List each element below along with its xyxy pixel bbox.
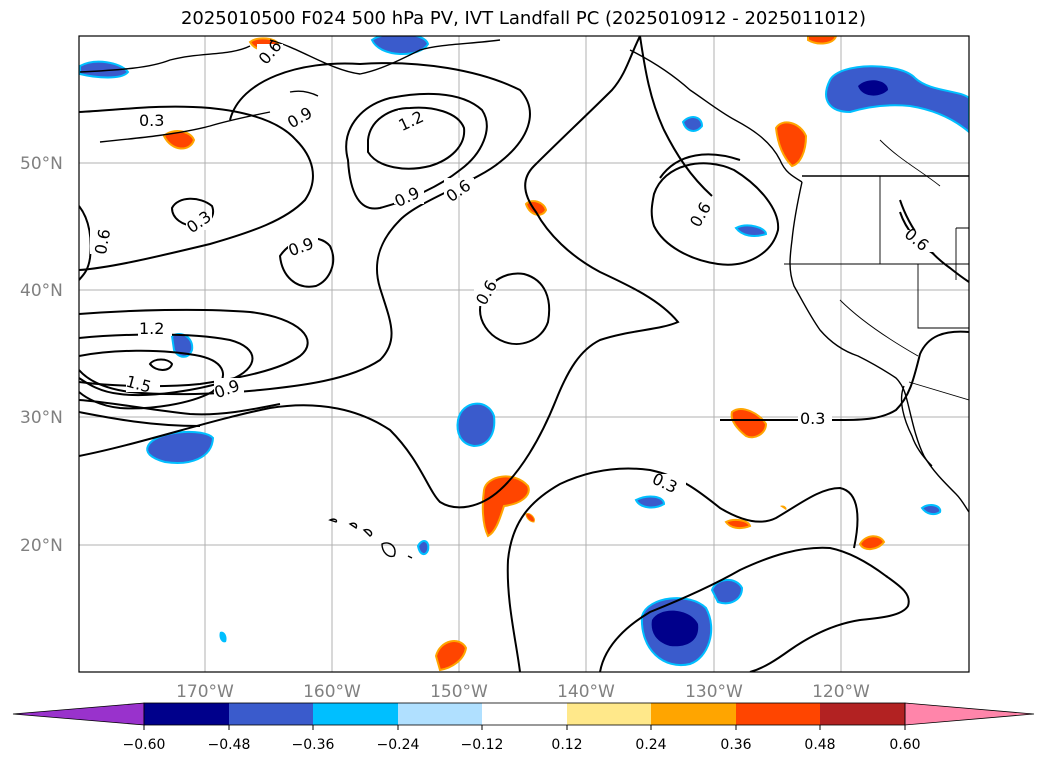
lat-label: 30°N [20, 408, 63, 428]
contour-label: 0.3 [800, 409, 825, 428]
colorbar-segment [567, 703, 651, 725]
lon-label: 170°W [176, 682, 234, 702]
positive-anomaly-blob [434, 640, 468, 672]
map-title: 2025010500 F024 500 hPa PV, IVT Landfall… [180, 8, 867, 29]
negative-anomaly-blob [920, 504, 942, 516]
colorbar-tick-label: −0.60 [123, 737, 166, 753]
positive-anomaly-blob [525, 513, 535, 523]
negative-anomaly-blob [219, 631, 227, 643]
colorbar-segment [820, 703, 905, 725]
colorbar-segment [144, 703, 229, 725]
negative-anomaly-core [651, 610, 699, 647]
hawaiian-islands [328, 518, 413, 559]
lon-label: 160°W [303, 682, 361, 702]
pv-anomaly-fills [79, 36, 969, 672]
colorbar-segment [398, 703, 482, 725]
positive-anomaly-blob [780, 505, 787, 510]
negative-anomaly-blob [681, 116, 704, 132]
colorbar-segment [482, 703, 567, 725]
colorbar-segment [736, 703, 820, 725]
lon-label: 140°W [557, 682, 615, 702]
positive-anomaly-blob [162, 130, 196, 150]
negative-anomaly-blob [825, 65, 969, 134]
negative-anomaly-blob [416, 540, 430, 556]
negative-anomaly-blob [734, 224, 768, 237]
colorbar-tick-label: 0.24 [635, 737, 666, 753]
colorbar-segment [229, 703, 313, 725]
positive-anomaly-blob [481, 475, 530, 538]
colorbar-tick-label: 0.36 [720, 737, 751, 753]
colorbar-tick-label: −0.24 [377, 737, 420, 753]
contour-label: 0.6 [91, 228, 114, 256]
colorbar-tick-label: 0.12 [551, 737, 582, 753]
colorbar-tick-label: 0.60 [889, 737, 920, 753]
colorbar-tick-label: −0.36 [292, 737, 335, 753]
colorbar-tick-label: −0.12 [461, 737, 504, 753]
lon-label: 120°W [812, 682, 870, 702]
colorbar-extend-left [12, 702, 145, 726]
negative-anomaly-blob [79, 60, 130, 79]
longitude-labels: 170°W 160°W 150°W 140°W 130°W 120°W [176, 682, 870, 702]
negative-anomaly-core [858, 80, 888, 96]
negative-anomaly-blob [456, 402, 496, 448]
lon-label: 150°W [430, 682, 488, 702]
positive-anomaly-blob [774, 121, 808, 168]
colorbar-segment [313, 703, 398, 725]
colorbar: −0.60 −0.48 −0.36 −0.24 −0.12 0.12 0.24 … [12, 702, 1035, 753]
latitude-labels: 50°N 40°N 30°N 20°N [20, 154, 63, 556]
lon-label: 130°W [685, 682, 743, 702]
colorbar-tick-label: −0.48 [208, 737, 251, 753]
colorbar-tick-label: 0.48 [804, 737, 835, 753]
negative-anomaly-blob [370, 36, 430, 56]
negative-anomaly-blob [146, 430, 215, 464]
positive-anomaly-blob [858, 535, 886, 550]
colorbar-segment [651, 703, 736, 725]
lat-label: 40°N [20, 281, 63, 301]
positive-anomaly-blob [730, 408, 768, 439]
contour-label: 0.3 [139, 111, 164, 130]
lat-label: 20°N [20, 536, 63, 556]
positive-anomaly-blob [724, 518, 752, 530]
map-frame [78, 35, 970, 673]
colorbar-extend-right [904, 702, 1035, 726]
negative-anomaly-blob [634, 495, 666, 509]
lat-label: 50°N [20, 154, 63, 174]
contour-label: 1.2 [139, 319, 164, 338]
coastlines [79, 39, 969, 513]
map-background [79, 36, 969, 672]
